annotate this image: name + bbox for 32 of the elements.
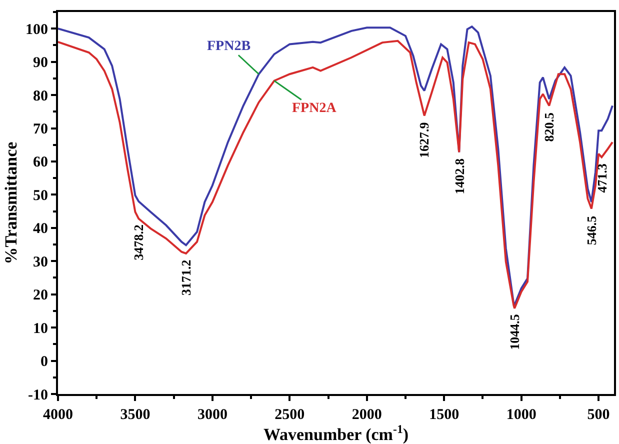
y-tick-label: 80 [33, 88, 48, 104]
x-tick-label: 3500 [120, 407, 150, 423]
y-tick-label: -10 [28, 387, 48, 404]
y-tick-label: 30 [33, 254, 48, 270]
annotation: 546.5 [584, 215, 599, 246]
annotation: 820.5 [541, 112, 556, 142]
y-tick-label: 40 [33, 221, 48, 238]
x-tick-label: 2000 [352, 407, 382, 423]
annotation: 3171.2 [178, 260, 194, 296]
y-tick-label: 90 [33, 55, 48, 72]
annotation: 1402.8 [452, 158, 467, 194]
annotation: 471.3 [594, 163, 610, 193]
annotation: 3478.2 [131, 224, 146, 260]
series-label: FPN2A [292, 101, 338, 116]
y-tick-label: 50 [33, 188, 48, 204]
x-tick-label: 4000 [43, 407, 73, 423]
y-tick-label: 0 [40, 354, 48, 370]
x-tick-label: 1500 [429, 407, 460, 423]
x-tick-label: 2500 [274, 407, 305, 423]
y-tick-label: 60 [33, 154, 48, 171]
x-tick-label: 1000 [506, 407, 536, 423]
x-tick-label: 3000 [197, 407, 228, 423]
y-tick-label: 70 [33, 122, 48, 138]
x-tick-label: 500 [587, 407, 610, 423]
x-axis-title: Wavenumber (cm$^{-1}$) [263, 422, 409, 444]
y-tick-label: 100 [26, 22, 48, 38]
annotation: 1627.9 [416, 122, 432, 158]
y-tick-label: 10 [33, 320, 48, 337]
series-label: FPN2B [207, 39, 251, 54]
y-axis-title: %Transmittance [2, 141, 21, 264]
y-tick-label: 20 [33, 288, 48, 304]
annotation: 1044.5 [507, 314, 522, 350]
